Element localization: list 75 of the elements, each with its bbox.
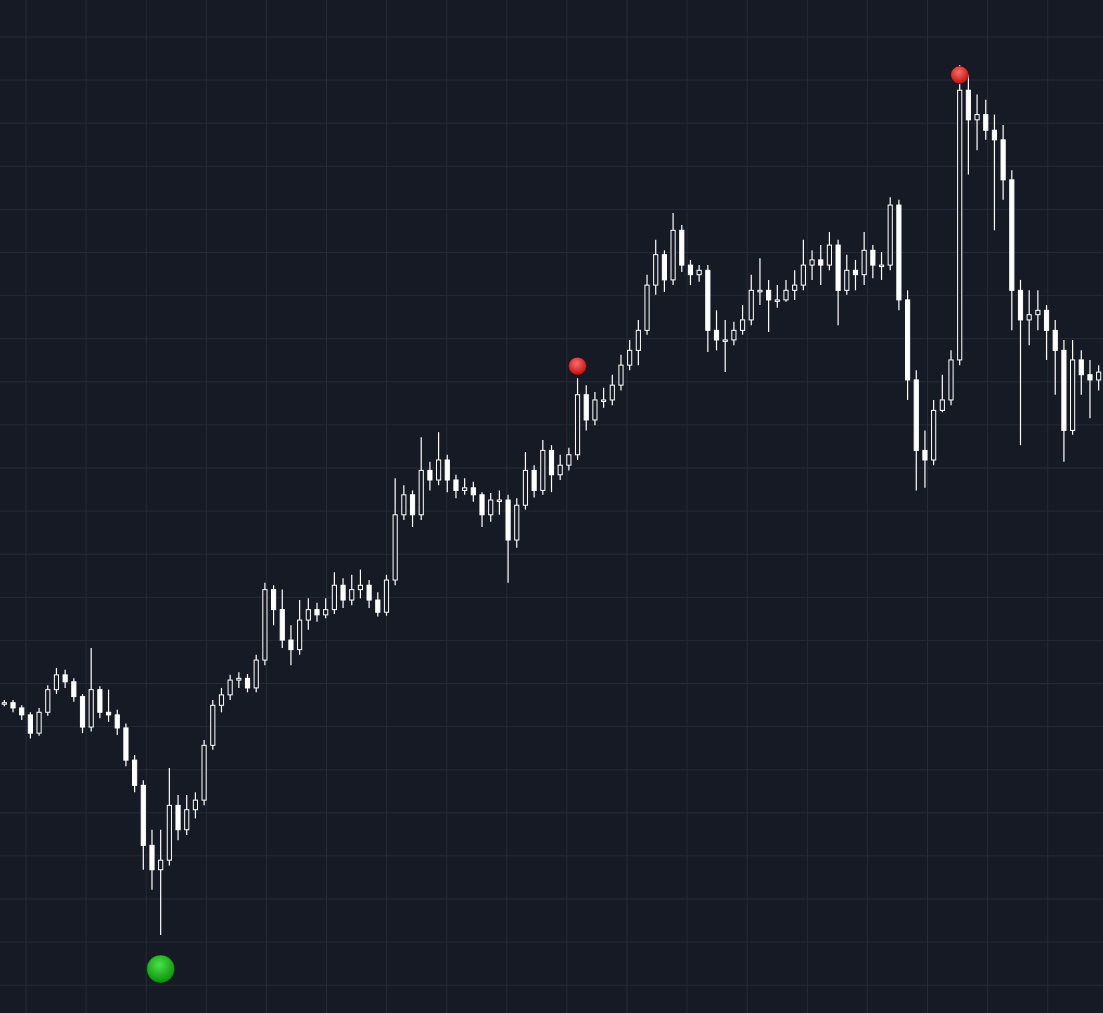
candlestick <box>983 99 989 141</box>
candlestick <box>800 239 806 291</box>
candlestick <box>844 254 850 296</box>
candlestick <box>114 709 120 736</box>
candlestick <box>184 794 190 836</box>
candlestick <box>479 491 485 528</box>
candlestick <box>27 711 33 739</box>
candlestick <box>722 319 728 373</box>
candlestick <box>53 667 60 695</box>
candlestick <box>288 624 294 666</box>
candlestick <box>922 429 928 489</box>
candlestick <box>809 249 815 281</box>
candlestick <box>45 684 51 717</box>
candlestick <box>71 677 77 703</box>
candlestick <box>592 391 598 426</box>
candlestick <box>227 674 233 701</box>
candlestick <box>1035 289 1041 331</box>
candlestick <box>774 284 780 309</box>
candlestick <box>36 707 42 737</box>
candlestick <box>62 669 68 689</box>
candlestick <box>427 461 433 492</box>
candlestick <box>991 113 998 231</box>
candlestick <box>270 584 277 626</box>
candlestick <box>826 231 833 271</box>
candlestick <box>870 244 876 279</box>
candlestick <box>305 597 311 631</box>
candlestick <box>444 454 450 493</box>
candlestick <box>97 685 103 719</box>
candlestick <box>496 489 502 516</box>
candlestick <box>1026 289 1032 346</box>
candlestick <box>218 687 225 713</box>
candlestick <box>409 489 416 528</box>
candlestick <box>531 464 537 498</box>
candlestick <box>792 269 798 301</box>
candlestick <box>323 597 329 619</box>
candlestick <box>609 374 615 406</box>
candlestick <box>1052 319 1058 396</box>
candlestick <box>1043 304 1050 361</box>
candlestick <box>158 829 164 936</box>
candlestick <box>635 319 641 366</box>
candlestick <box>375 591 381 618</box>
candlestick <box>757 257 763 306</box>
candlestick <box>713 309 720 351</box>
candlestick <box>366 579 372 609</box>
candlestick <box>939 374 945 413</box>
candlestick <box>314 602 320 623</box>
candlestick <box>470 481 476 503</box>
candlestick <box>453 474 459 499</box>
candlestick <box>627 339 633 371</box>
candlestick <box>696 264 702 283</box>
candlestick <box>436 431 442 486</box>
candlestick <box>105 689 112 723</box>
candlestick <box>618 354 624 391</box>
candlestick <box>401 484 407 521</box>
candlestick <box>488 492 494 523</box>
candlestick <box>818 244 824 286</box>
candlestick <box>601 387 607 409</box>
candlestick <box>783 279 789 303</box>
candlestick <box>1096 364 1102 391</box>
candlestick <box>1087 359 1093 419</box>
candlestick <box>739 304 746 336</box>
candlestick <box>357 569 364 599</box>
candlestick <box>731 321 737 346</box>
candlestick <box>192 791 198 820</box>
candlestick <box>244 673 251 693</box>
candlestick <box>852 259 859 291</box>
candlestick <box>974 93 980 151</box>
candlestick <box>687 259 694 286</box>
candlestick <box>557 454 563 481</box>
candlestick <box>566 447 572 472</box>
candlestick <box>340 577 346 609</box>
candlestick <box>349 574 355 606</box>
candlestick <box>1078 349 1084 396</box>
candlestick <box>766 279 772 333</box>
candlestick <box>878 251 885 281</box>
